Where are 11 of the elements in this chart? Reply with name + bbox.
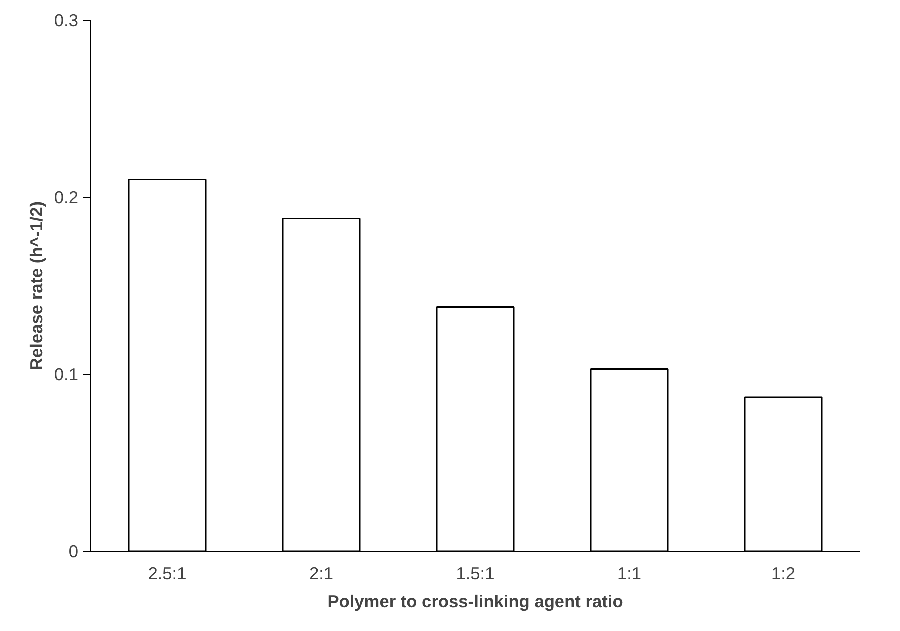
x-axis-title: Polymer to cross-linking agent ratio xyxy=(328,592,624,612)
y-axis-title: Release rate (h^-1/2) xyxy=(26,201,46,371)
x-tick-label: 1:2 xyxy=(771,564,796,584)
y-tick-label: 0.2 xyxy=(54,188,79,208)
x-tick-label: 2.5:1 xyxy=(148,564,187,584)
y-tick-label: 0.1 xyxy=(54,364,79,384)
y-tick-label: 0.3 xyxy=(54,10,79,30)
x-tick-label: 1:1 xyxy=(617,564,642,584)
x-tick-label: 1.5:1 xyxy=(456,564,495,584)
x-tick-label: 2:1 xyxy=(309,564,334,584)
y-tick-label: 0 xyxy=(68,542,79,562)
